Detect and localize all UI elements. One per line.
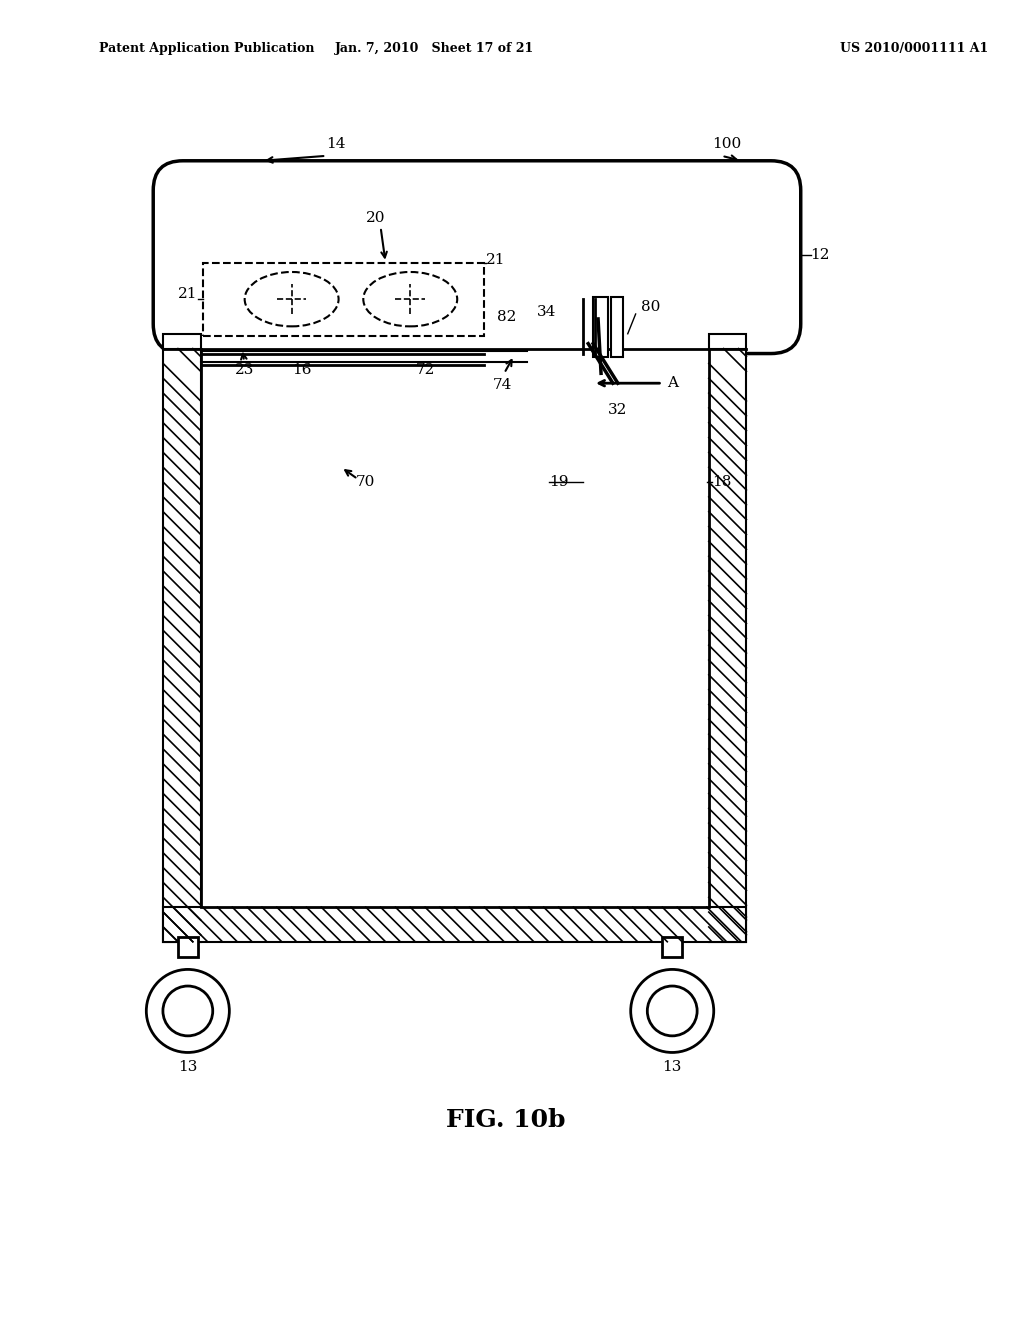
Bar [178,937,198,957]
Text: 14: 14 [327,137,346,150]
Text: 21: 21 [486,252,506,267]
Text: 18: 18 [712,475,731,488]
Circle shape [631,969,714,1052]
Text: 23: 23 [234,363,254,378]
Ellipse shape [364,272,457,326]
Bar [163,348,201,941]
Text: FIG. 10b: FIG. 10b [446,1107,566,1131]
Bar [593,297,608,356]
Bar [201,348,709,907]
Text: 32: 32 [608,403,628,417]
Text: 20: 20 [366,211,385,224]
Bar [201,348,709,907]
Bar [203,263,484,335]
Text: US 2010/0001111 A1: US 2010/0001111 A1 [841,42,988,55]
Text: 80: 80 [641,300,659,314]
Text: 13: 13 [178,1060,198,1074]
Text: 100: 100 [712,137,741,150]
Circle shape [146,969,229,1052]
Text: 19: 19 [549,475,568,488]
Bar [663,937,682,957]
Bar [163,334,201,348]
Text: 13: 13 [663,1060,682,1074]
Bar [163,907,746,941]
Text: 82: 82 [498,310,517,323]
Text: 74: 74 [493,379,512,392]
Text: Patent Application Publication: Patent Application Publication [99,42,314,55]
Text: 34: 34 [537,305,556,319]
Text: 12: 12 [811,248,830,261]
Text: A: A [668,376,678,391]
Circle shape [647,986,697,1036]
Text: 16: 16 [292,363,311,378]
Text: 21: 21 [178,288,198,301]
Bar [709,334,746,348]
FancyBboxPatch shape [154,161,801,354]
Bar [709,348,746,941]
Text: Jan. 7, 2010   Sheet 17 of 21: Jan. 7, 2010 Sheet 17 of 21 [335,42,535,55]
Ellipse shape [245,272,339,326]
Text: 72: 72 [416,363,435,378]
Bar [611,297,623,356]
Text: 70: 70 [356,475,375,488]
Circle shape [163,986,213,1036]
